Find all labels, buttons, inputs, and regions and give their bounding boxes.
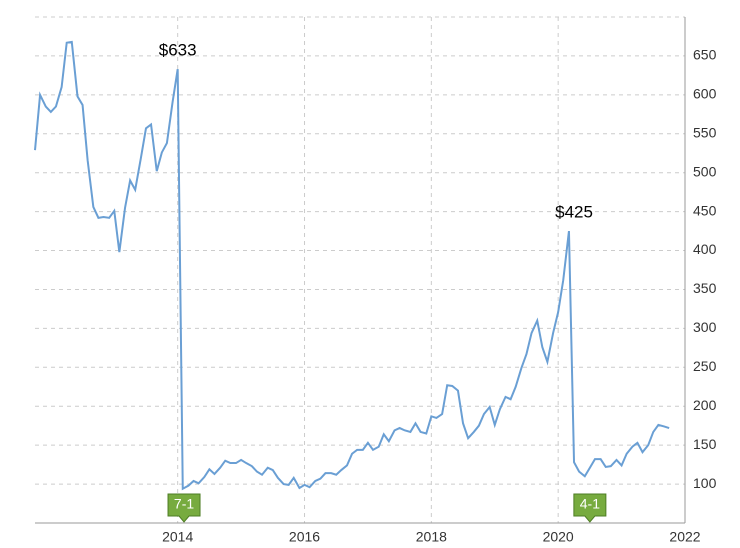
split-marker — [167, 493, 201, 523]
annotation: $425 — [555, 203, 593, 222]
y-tick-label: 450 — [693, 202, 717, 218]
split-label: 7-1 — [174, 496, 194, 512]
y-tick-label: 550 — [693, 124, 717, 140]
y-tick-label: 300 — [693, 319, 717, 335]
y-tick-label: 200 — [693, 397, 717, 413]
y-tick-label: 100 — [693, 475, 717, 491]
y-tick-label: 600 — [693, 86, 717, 102]
price-line — [34, 40, 670, 491]
annotation: $633 — [159, 41, 197, 60]
y-tick-label: 500 — [693, 163, 717, 179]
split-marker — [573, 493, 607, 523]
x-tick-label: 2020 — [543, 529, 574, 545]
x-tick-label: 2022 — [669, 529, 700, 545]
y-tick-label: 350 — [693, 280, 717, 296]
x-tick-label: 2016 — [289, 529, 320, 545]
y-tick-label: 150 — [693, 436, 717, 452]
split-label: 4-1 — [580, 496, 600, 512]
y-tick-label: 400 — [693, 241, 717, 257]
y-tick-label: 650 — [693, 47, 717, 63]
x-tick-label: 2018 — [416, 529, 447, 545]
y-tick-label: 250 — [693, 358, 717, 374]
x-tick-label: 2014 — [162, 529, 193, 545]
